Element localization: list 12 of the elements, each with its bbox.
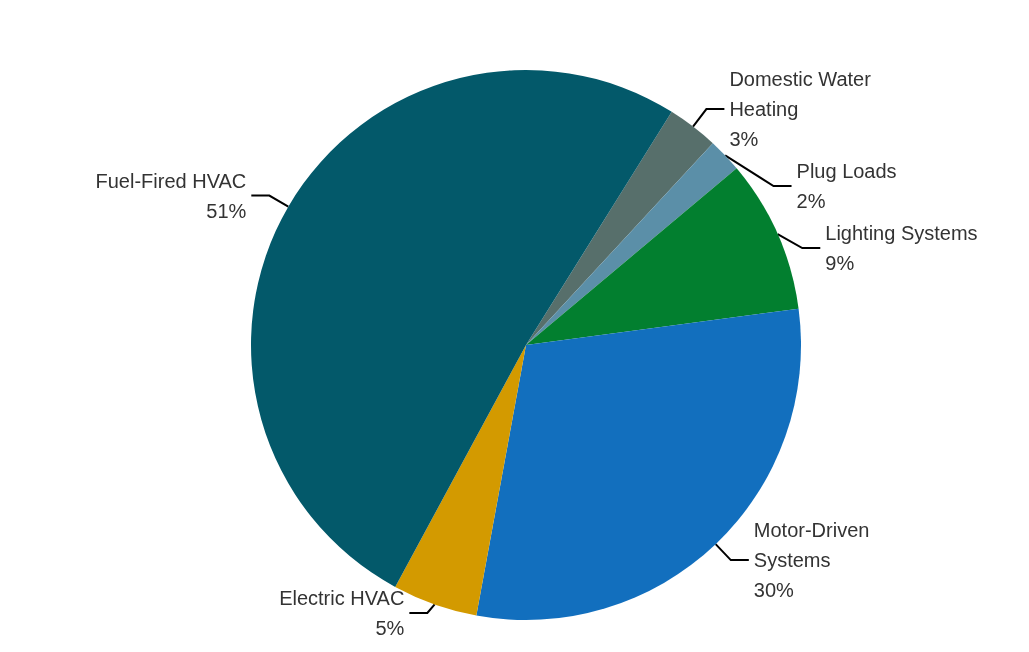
slice-label: Fuel-Fired HVAC — [95, 169, 247, 192]
data-label: 9% — [825, 252, 855, 275]
data-label: 3% — [729, 128, 759, 151]
slice-label: Motor-Driven Systems — [753, 519, 875, 572]
data-label: 5% — [375, 617, 405, 639]
slice-label: Electric HVAC — [279, 587, 405, 609]
data-label: 2% — [796, 190, 826, 213]
data-label: 51% — [206, 199, 247, 222]
data-label: 30% — [753, 579, 795, 602]
slice-label: Lighting Systems — [825, 222, 978, 245]
slice-label: Plug Loads — [796, 160, 897, 183]
slice-label: Domestic Water Heating — [729, 68, 877, 121]
